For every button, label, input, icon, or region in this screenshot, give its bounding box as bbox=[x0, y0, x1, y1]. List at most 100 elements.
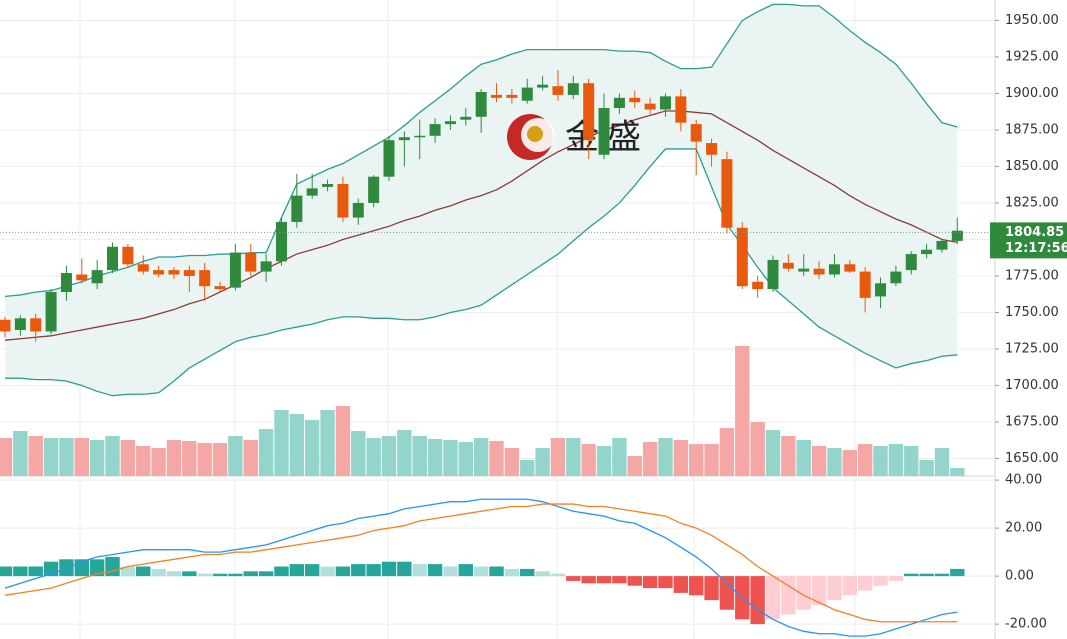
volume-bar bbox=[888, 444, 904, 476]
candle-body bbox=[398, 137, 410, 141]
candle-body bbox=[76, 274, 88, 281]
macd-histogram-bar bbox=[781, 576, 796, 615]
macd-histogram-bar bbox=[397, 561, 412, 577]
volume-bar bbox=[520, 460, 535, 476]
candle-body bbox=[613, 97, 625, 109]
macd-histogram-bar bbox=[151, 568, 166, 577]
macd-histogram-bar bbox=[842, 576, 857, 596]
volume-bar bbox=[427, 439, 443, 476]
macd-histogram-bar bbox=[535, 571, 550, 577]
macd-histogram-bar bbox=[473, 566, 489, 577]
volume-bar bbox=[704, 444, 719, 476]
macd-histogram-bar bbox=[904, 573, 919, 577]
macd-histogram-bar bbox=[919, 573, 934, 577]
y-tick-label: 1675.00 bbox=[1005, 414, 1059, 429]
volume-bar bbox=[673, 440, 689, 476]
macd-histogram-bar bbox=[274, 566, 289, 577]
macd-histogram-bar bbox=[520, 568, 535, 577]
overlay-line bbox=[4, 3, 958, 298]
volume-bar bbox=[750, 422, 765, 476]
macd-histogram-bar bbox=[105, 556, 120, 577]
candle-body bbox=[183, 270, 195, 276]
candle-body bbox=[245, 252, 257, 272]
macd-histogram-bar bbox=[504, 568, 520, 577]
volume-bar bbox=[228, 436, 243, 476]
candle-body bbox=[813, 268, 825, 275]
macd-histogram-bar bbox=[197, 573, 212, 577]
y-tick-label: 1925.00 bbox=[1005, 49, 1059, 64]
volume-bar bbox=[243, 440, 258, 476]
macd-histogram-bar bbox=[120, 566, 136, 577]
candle-body bbox=[537, 84, 549, 88]
volume-bar bbox=[796, 440, 811, 476]
volume-bar bbox=[566, 438, 581, 476]
volume-bar bbox=[642, 442, 658, 476]
candle-body bbox=[60, 273, 72, 293]
volume-bar bbox=[827, 448, 842, 476]
overlay-line bbox=[4, 110, 958, 341]
last-price-box bbox=[990, 222, 1067, 259]
y-tick-label: 1825.00 bbox=[1005, 195, 1059, 210]
candle-body bbox=[567, 83, 579, 95]
candle-body bbox=[583, 83, 595, 141]
candle-body bbox=[736, 227, 748, 287]
macd-histogram-bar bbox=[934, 573, 950, 577]
macd-histogram-bar bbox=[566, 576, 581, 581]
candle-body bbox=[782, 262, 794, 269]
macd-histogram-bar bbox=[258, 571, 274, 577]
macd-histogram-bar bbox=[612, 576, 627, 584]
y-tick-label: 1850.00 bbox=[1005, 159, 1059, 174]
candle-body bbox=[552, 86, 564, 95]
volume-bar bbox=[934, 448, 950, 476]
candle-body bbox=[767, 259, 779, 290]
candle-body bbox=[844, 264, 856, 272]
candle-body bbox=[214, 286, 226, 290]
macd-histogram-bar bbox=[212, 573, 228, 577]
candle-body bbox=[137, 264, 149, 272]
candle-body bbox=[475, 91, 487, 117]
macd-histogram-bar bbox=[489, 566, 504, 577]
macd-histogram-bar bbox=[228, 573, 243, 577]
macd-histogram-bar bbox=[658, 576, 673, 589]
volume-bar bbox=[412, 436, 427, 476]
macd-histogram-bar bbox=[581, 576, 596, 584]
y-tick-label: 1775.00 bbox=[1005, 268, 1059, 283]
volume-bar bbox=[13, 431, 28, 476]
volume-bar bbox=[335, 406, 351, 476]
volume-bar bbox=[59, 438, 74, 476]
volume-bar bbox=[504, 448, 520, 476]
candle-body bbox=[444, 121, 456, 125]
volume-bar bbox=[151, 448, 166, 476]
candle-body bbox=[275, 221, 287, 262]
macd-histogram-bar bbox=[750, 576, 765, 625]
candle-body bbox=[168, 270, 180, 275]
volume-bar bbox=[735, 346, 750, 476]
volume-bar bbox=[43, 438, 59, 476]
candle-body bbox=[91, 270, 103, 284]
volume-bar bbox=[136, 446, 151, 476]
candle-body bbox=[951, 230, 963, 241]
volume-bar bbox=[627, 456, 642, 476]
candle-body bbox=[491, 94, 503, 98]
candle-body bbox=[936, 240, 948, 250]
macd-histogram-bar bbox=[243, 571, 258, 577]
volume-bar bbox=[781, 436, 796, 476]
volume-bar bbox=[197, 443, 212, 476]
candle-body bbox=[859, 271, 871, 298]
candle-body bbox=[45, 292, 57, 332]
candle-body bbox=[752, 281, 764, 290]
volume-bar bbox=[458, 442, 473, 476]
candle-body bbox=[706, 143, 718, 155]
macd-histogram-bar bbox=[765, 576, 781, 620]
overlay-line bbox=[5, 148, 958, 397]
y-tick-label: 1900.00 bbox=[1005, 86, 1059, 101]
macd-histogram-bar bbox=[596, 576, 612, 584]
macd-histogram-bar bbox=[950, 568, 965, 577]
macd-histogram-bar bbox=[366, 564, 381, 577]
y-tick-label: 1700.00 bbox=[1005, 378, 1059, 393]
candle-body bbox=[306, 188, 318, 196]
macd-histogram-bar bbox=[351, 564, 366, 577]
volume-bar bbox=[473, 438, 489, 476]
macd-histogram-bar bbox=[550, 573, 566, 577]
